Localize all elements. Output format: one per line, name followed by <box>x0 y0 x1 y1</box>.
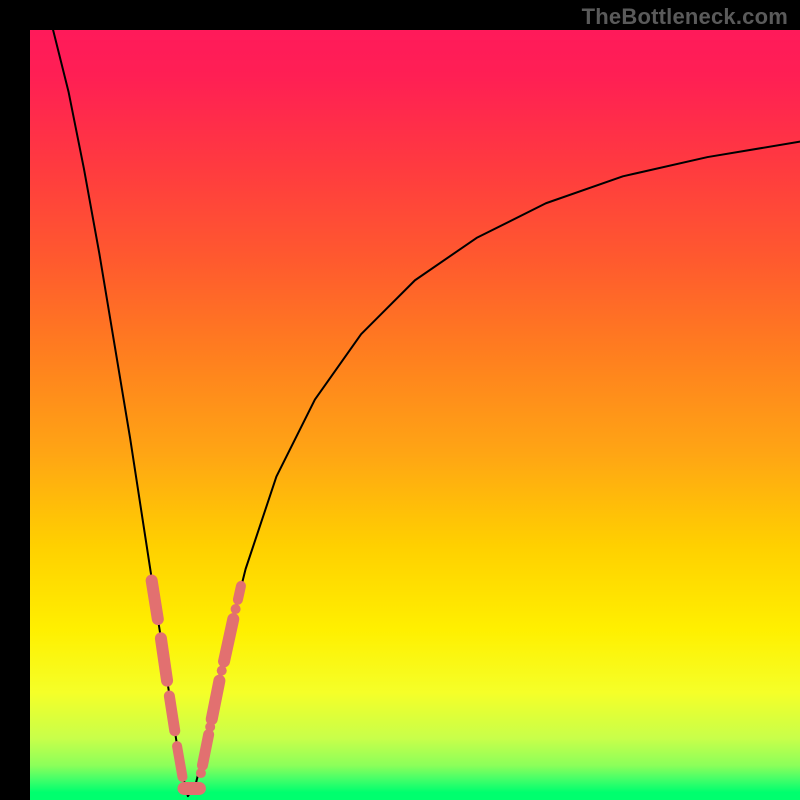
overlay-dot <box>231 604 241 614</box>
overlay-dot <box>196 768 206 778</box>
chart-figure: TheBottleneck.com <box>0 0 800 800</box>
overlay-dash <box>161 638 167 680</box>
overlay-dash <box>169 696 174 731</box>
overlay-dash <box>238 586 241 600</box>
overlay-dot <box>205 722 215 732</box>
overlay-dash <box>152 581 158 620</box>
watermark-label: TheBottleneck.com <box>582 4 788 30</box>
overlay-dash <box>212 681 220 720</box>
plot-area <box>30 30 800 800</box>
overlay-dash <box>177 746 182 777</box>
overlay-dash <box>224 619 233 661</box>
overlay-marks-group <box>152 581 241 789</box>
overlay-dash <box>202 735 208 766</box>
plot-svg <box>30 30 800 800</box>
overlay-dot <box>217 666 227 676</box>
